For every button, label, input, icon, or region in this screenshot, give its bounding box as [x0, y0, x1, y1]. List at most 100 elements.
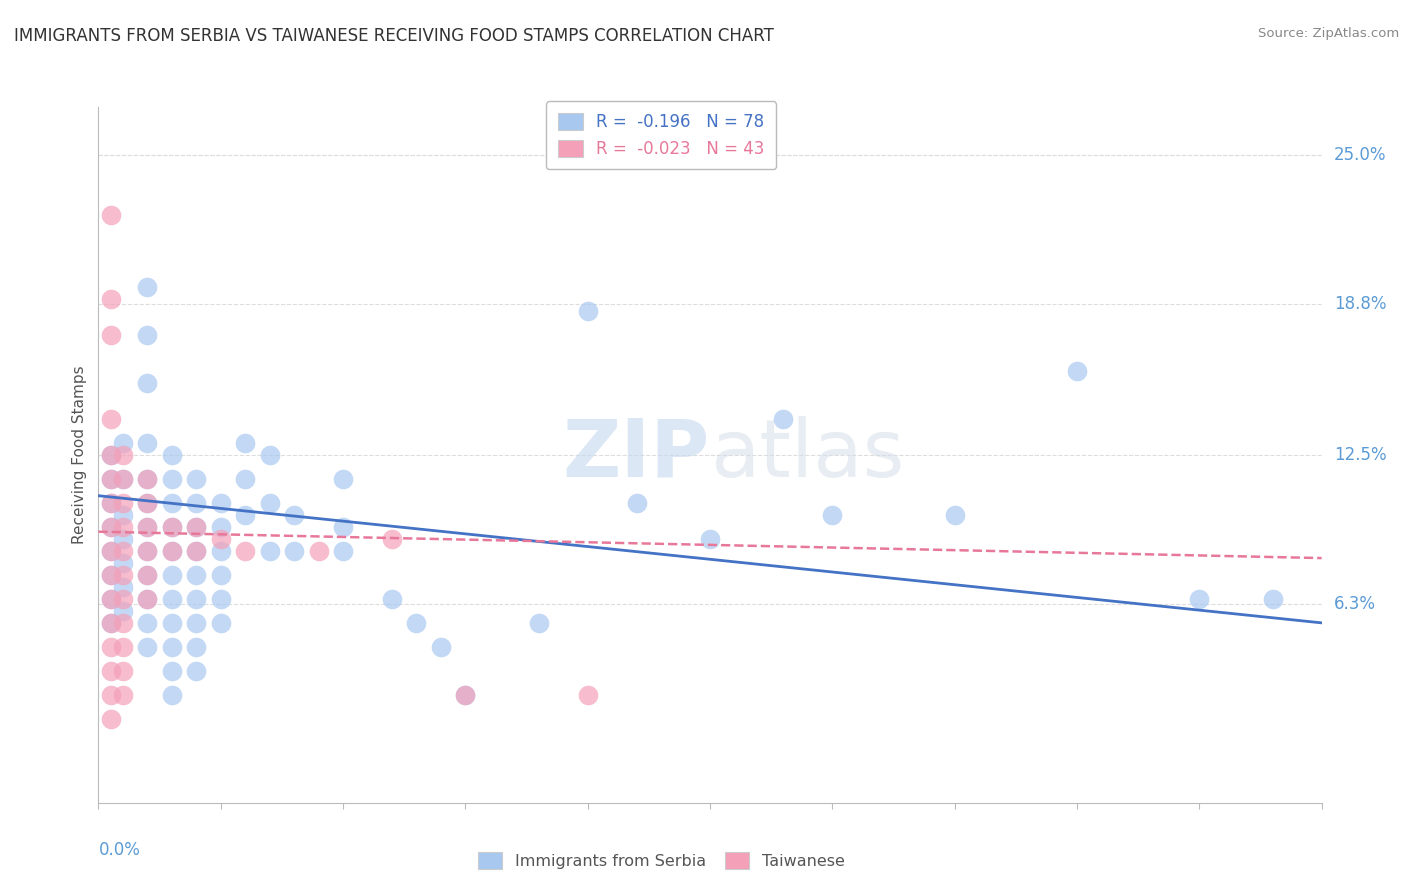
Point [160, 544, 183, 558]
Point [160, 664, 183, 678]
Point [136, 472, 159, 486]
Legend: Immigrants from Serbia, Taiwanese: Immigrants from Serbia, Taiwanese [468, 843, 853, 879]
Point [186, 664, 208, 678]
Point [136, 496, 159, 510]
Point [259, 544, 281, 558]
Point [111, 520, 134, 534]
Point [111, 472, 134, 486]
Point [111, 664, 134, 678]
Point [699, 532, 721, 546]
Point [160, 640, 183, 654]
Point [332, 544, 354, 558]
Point [100, 328, 122, 343]
Point [160, 567, 183, 582]
Point [100, 496, 122, 510]
Point [136, 544, 159, 558]
Point [259, 448, 281, 462]
Point [1066, 364, 1088, 378]
Point [136, 591, 159, 606]
Point [209, 520, 232, 534]
Point [233, 544, 256, 558]
Point [772, 412, 794, 426]
Point [111, 496, 134, 510]
Point [332, 520, 354, 534]
Y-axis label: Receiving Food Stamps: Receiving Food Stamps [72, 366, 87, 544]
Point [100, 567, 122, 582]
Point [160, 496, 183, 510]
Point [111, 567, 134, 582]
Point [136, 328, 159, 343]
Point [100, 615, 122, 630]
Point [111, 472, 134, 486]
Point [136, 544, 159, 558]
Point [100, 712, 122, 726]
Point [100, 567, 122, 582]
Point [186, 640, 208, 654]
Text: 0.0%: 0.0% [98, 841, 141, 859]
Point [111, 580, 134, 594]
Point [160, 520, 183, 534]
Point [160, 448, 183, 462]
Point [136, 640, 159, 654]
Point [100, 472, 122, 486]
Point [100, 292, 122, 306]
Point [160, 688, 183, 702]
Point [186, 591, 208, 606]
Point [626, 496, 648, 510]
Point [100, 591, 122, 606]
Point [100, 520, 122, 534]
Point [209, 615, 232, 630]
Point [136, 520, 159, 534]
Point [186, 544, 208, 558]
Point [160, 544, 183, 558]
Point [209, 532, 232, 546]
Point [160, 591, 183, 606]
Point [233, 508, 256, 522]
Point [160, 520, 183, 534]
Point [160, 615, 183, 630]
Point [283, 544, 305, 558]
Point [100, 640, 122, 654]
Point [136, 567, 159, 582]
Point [209, 496, 232, 510]
Point [381, 591, 404, 606]
Point [100, 520, 122, 534]
Point [100, 544, 122, 558]
Point [186, 496, 208, 510]
Point [100, 208, 122, 222]
Point [233, 472, 256, 486]
Point [111, 556, 134, 570]
Point [100, 412, 122, 426]
Text: IMMIGRANTS FROM SERBIA VS TAIWANESE RECEIVING FOOD STAMPS CORRELATION CHART: IMMIGRANTS FROM SERBIA VS TAIWANESE RECE… [14, 27, 773, 45]
Point [186, 472, 208, 486]
Point [100, 664, 122, 678]
Text: 25.0%: 25.0% [1334, 146, 1386, 164]
Point [209, 567, 232, 582]
Point [100, 448, 122, 462]
Point [111, 591, 134, 606]
Point [233, 436, 256, 450]
Point [209, 591, 232, 606]
Point [136, 472, 159, 486]
Point [821, 508, 844, 522]
Point [100, 472, 122, 486]
Point [259, 496, 281, 510]
Point [943, 508, 966, 522]
Point [111, 448, 134, 462]
Point [136, 280, 159, 294]
Text: atlas: atlas [710, 416, 904, 494]
Point [209, 544, 232, 558]
Point [576, 304, 599, 318]
Text: ZIP: ZIP [562, 416, 710, 494]
Point [111, 688, 134, 702]
Point [136, 436, 159, 450]
Point [283, 508, 305, 522]
Point [1261, 591, 1284, 606]
Point [111, 615, 134, 630]
Point [186, 520, 208, 534]
Point [430, 640, 453, 654]
Point [136, 591, 159, 606]
Text: 12.5%: 12.5% [1334, 446, 1386, 464]
Point [100, 591, 122, 606]
Point [100, 448, 122, 462]
